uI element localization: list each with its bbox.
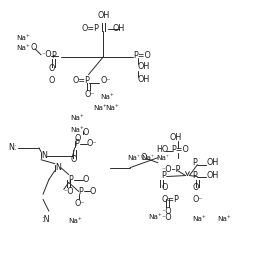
Text: P: P [75, 139, 79, 148]
Text: OH: OH [112, 24, 124, 33]
Text: O⁻: O⁻ [75, 199, 85, 208]
Text: O: O [75, 134, 81, 143]
Text: HO: HO [156, 145, 168, 154]
Text: ⁻O: ⁻O [162, 213, 172, 222]
Text: O: O [49, 64, 55, 73]
Text: N:: N: [8, 143, 17, 152]
Text: P: P [69, 175, 73, 184]
Text: P: P [162, 171, 167, 180]
Text: Na⁺: Na⁺ [16, 35, 30, 41]
Text: Na⁺: Na⁺ [71, 115, 84, 121]
Text: ⁻O: ⁻O [162, 207, 172, 216]
Text: Na⁺: Na⁺ [217, 216, 231, 222]
Text: O: O [30, 43, 36, 52]
Text: P: P [79, 187, 83, 196]
Text: O=P: O=P [162, 195, 180, 204]
Text: ⁺: ⁺ [151, 155, 154, 160]
Text: P=O: P=O [172, 145, 190, 154]
Text: O=P: O=P [73, 76, 90, 85]
Text: P: P [192, 171, 197, 180]
Text: Na⁺: Na⁺ [148, 214, 162, 220]
Text: Na⁺: Na⁺ [69, 218, 82, 224]
Text: O: O [82, 128, 89, 138]
Text: P: P [52, 51, 56, 60]
Text: Na⁺: Na⁺ [71, 127, 84, 133]
Text: OH: OH [170, 134, 182, 143]
Text: O⁻: O⁻ [87, 139, 97, 148]
Text: OH: OH [138, 75, 150, 84]
Text: P: P [192, 158, 197, 167]
Text: :N: :N [41, 215, 50, 224]
Text: ⁻O–P: ⁻O–P [162, 165, 181, 174]
Text: O=P: O=P [82, 24, 99, 33]
Text: O⁻: O⁻ [192, 195, 203, 204]
Text: Na: Na [156, 155, 166, 161]
Text: P=O: P=O [133, 51, 151, 60]
Text: OH: OH [206, 171, 219, 180]
Text: Na⁺: Na⁺ [16, 45, 30, 51]
Text: Na⁺: Na⁺ [192, 216, 206, 222]
Text: N: N [55, 163, 61, 172]
Text: O: O [192, 183, 199, 192]
Text: N: N [41, 151, 47, 160]
Text: O⁻: O⁻ [100, 76, 111, 85]
Text: OH: OH [97, 11, 110, 20]
Text: Na⁺: Na⁺ [93, 105, 107, 111]
Text: O: O [141, 153, 147, 162]
Text: ⁺: ⁺ [137, 155, 140, 160]
Text: ⁺: ⁺ [166, 155, 169, 160]
Text: O⁻: O⁻ [85, 90, 95, 99]
Text: O: O [49, 76, 55, 85]
Text: ⁻O: ⁻O [64, 187, 75, 196]
Text: O: O [82, 175, 89, 184]
Text: O: O [90, 187, 96, 196]
Text: Na: Na [127, 155, 137, 161]
Text: Na⁺: Na⁺ [105, 105, 119, 111]
Text: Na: Na [141, 155, 151, 161]
Text: OH: OH [138, 62, 150, 71]
Text: O: O [71, 155, 77, 164]
Text: O: O [162, 183, 168, 192]
Text: OH: OH [206, 158, 219, 167]
Text: ⁻O: ⁻O [41, 50, 52, 59]
Text: Na⁺: Na⁺ [100, 94, 114, 100]
